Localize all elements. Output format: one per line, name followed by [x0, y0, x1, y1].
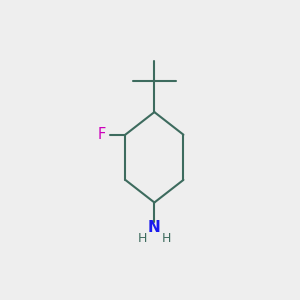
- Text: H: H: [162, 232, 171, 245]
- Text: F: F: [98, 127, 106, 142]
- Text: N: N: [148, 220, 161, 235]
- Text: H: H: [137, 232, 147, 245]
